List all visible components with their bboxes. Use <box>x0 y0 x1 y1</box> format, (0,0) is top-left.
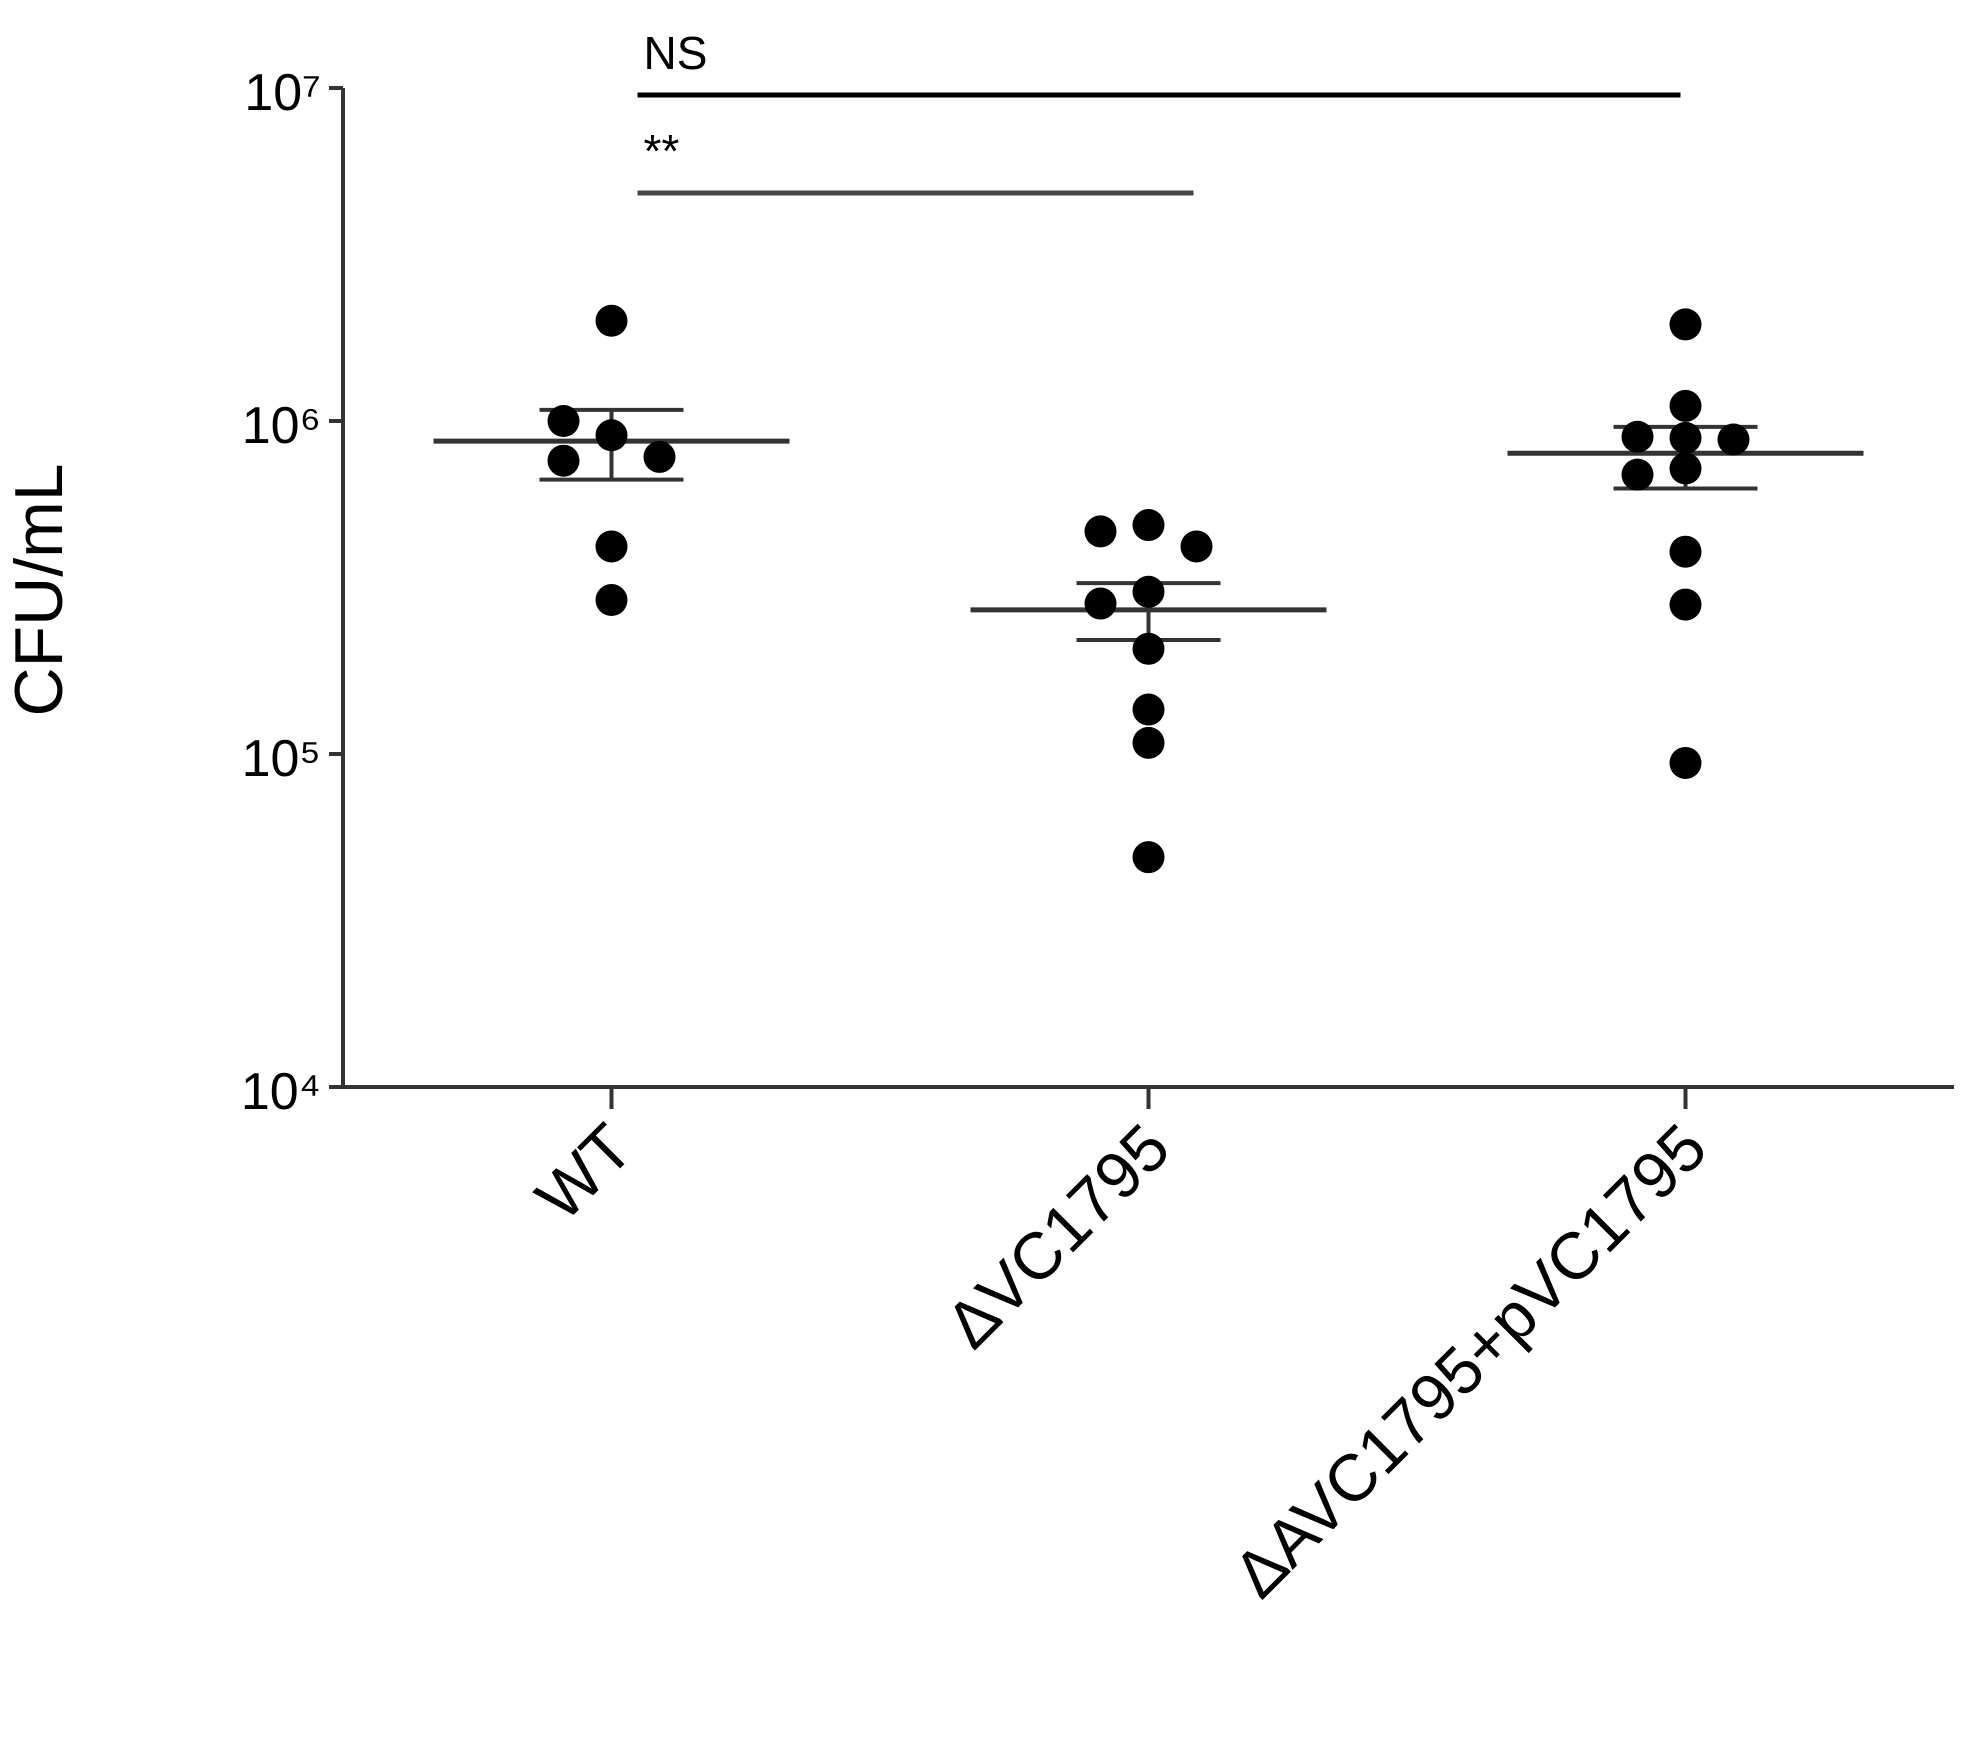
data-point <box>595 419 628 452</box>
significance-label: ** <box>644 125 680 177</box>
significance-label: NS <box>644 27 708 79</box>
data-point <box>1132 693 1165 726</box>
y-tick-label: 10⁵ <box>242 730 321 788</box>
data-point <box>1669 535 1702 568</box>
data-point <box>595 584 628 617</box>
y-axis-label: CFU/mL <box>1 463 77 716</box>
data-point <box>1084 515 1117 548</box>
data-point <box>547 405 580 437</box>
y-tick-label: 10⁶ <box>242 397 321 455</box>
data-point <box>1180 530 1213 563</box>
data-point <box>1132 841 1165 874</box>
data-point <box>547 444 580 477</box>
y-tick-label: 10⁷ <box>244 64 321 122</box>
data-point <box>1621 458 1654 491</box>
data-point <box>1132 632 1165 665</box>
data-point <box>1669 421 1702 454</box>
data-point <box>1717 423 1750 456</box>
data-point <box>1669 308 1702 341</box>
x-tick-label: ΔVC1795 <box>931 1110 1183 1362</box>
data-point <box>1132 575 1165 608</box>
data-point <box>595 530 628 563</box>
data-point <box>1669 588 1702 621</box>
data-point <box>1132 509 1165 542</box>
data-point <box>1669 389 1702 422</box>
data-point <box>595 304 628 337</box>
data-point <box>1669 746 1702 779</box>
y-tick-label: 10⁴ <box>241 1063 321 1121</box>
data-point <box>1084 587 1117 620</box>
data-point <box>1621 420 1654 453</box>
data-point <box>643 440 676 473</box>
x-tick-label: ΔAVC1795+pVC1795 <box>1219 1110 1721 1612</box>
x-tick-label: WT <box>522 1110 647 1235</box>
data-point <box>1132 726 1165 759</box>
data-point <box>1669 452 1702 485</box>
